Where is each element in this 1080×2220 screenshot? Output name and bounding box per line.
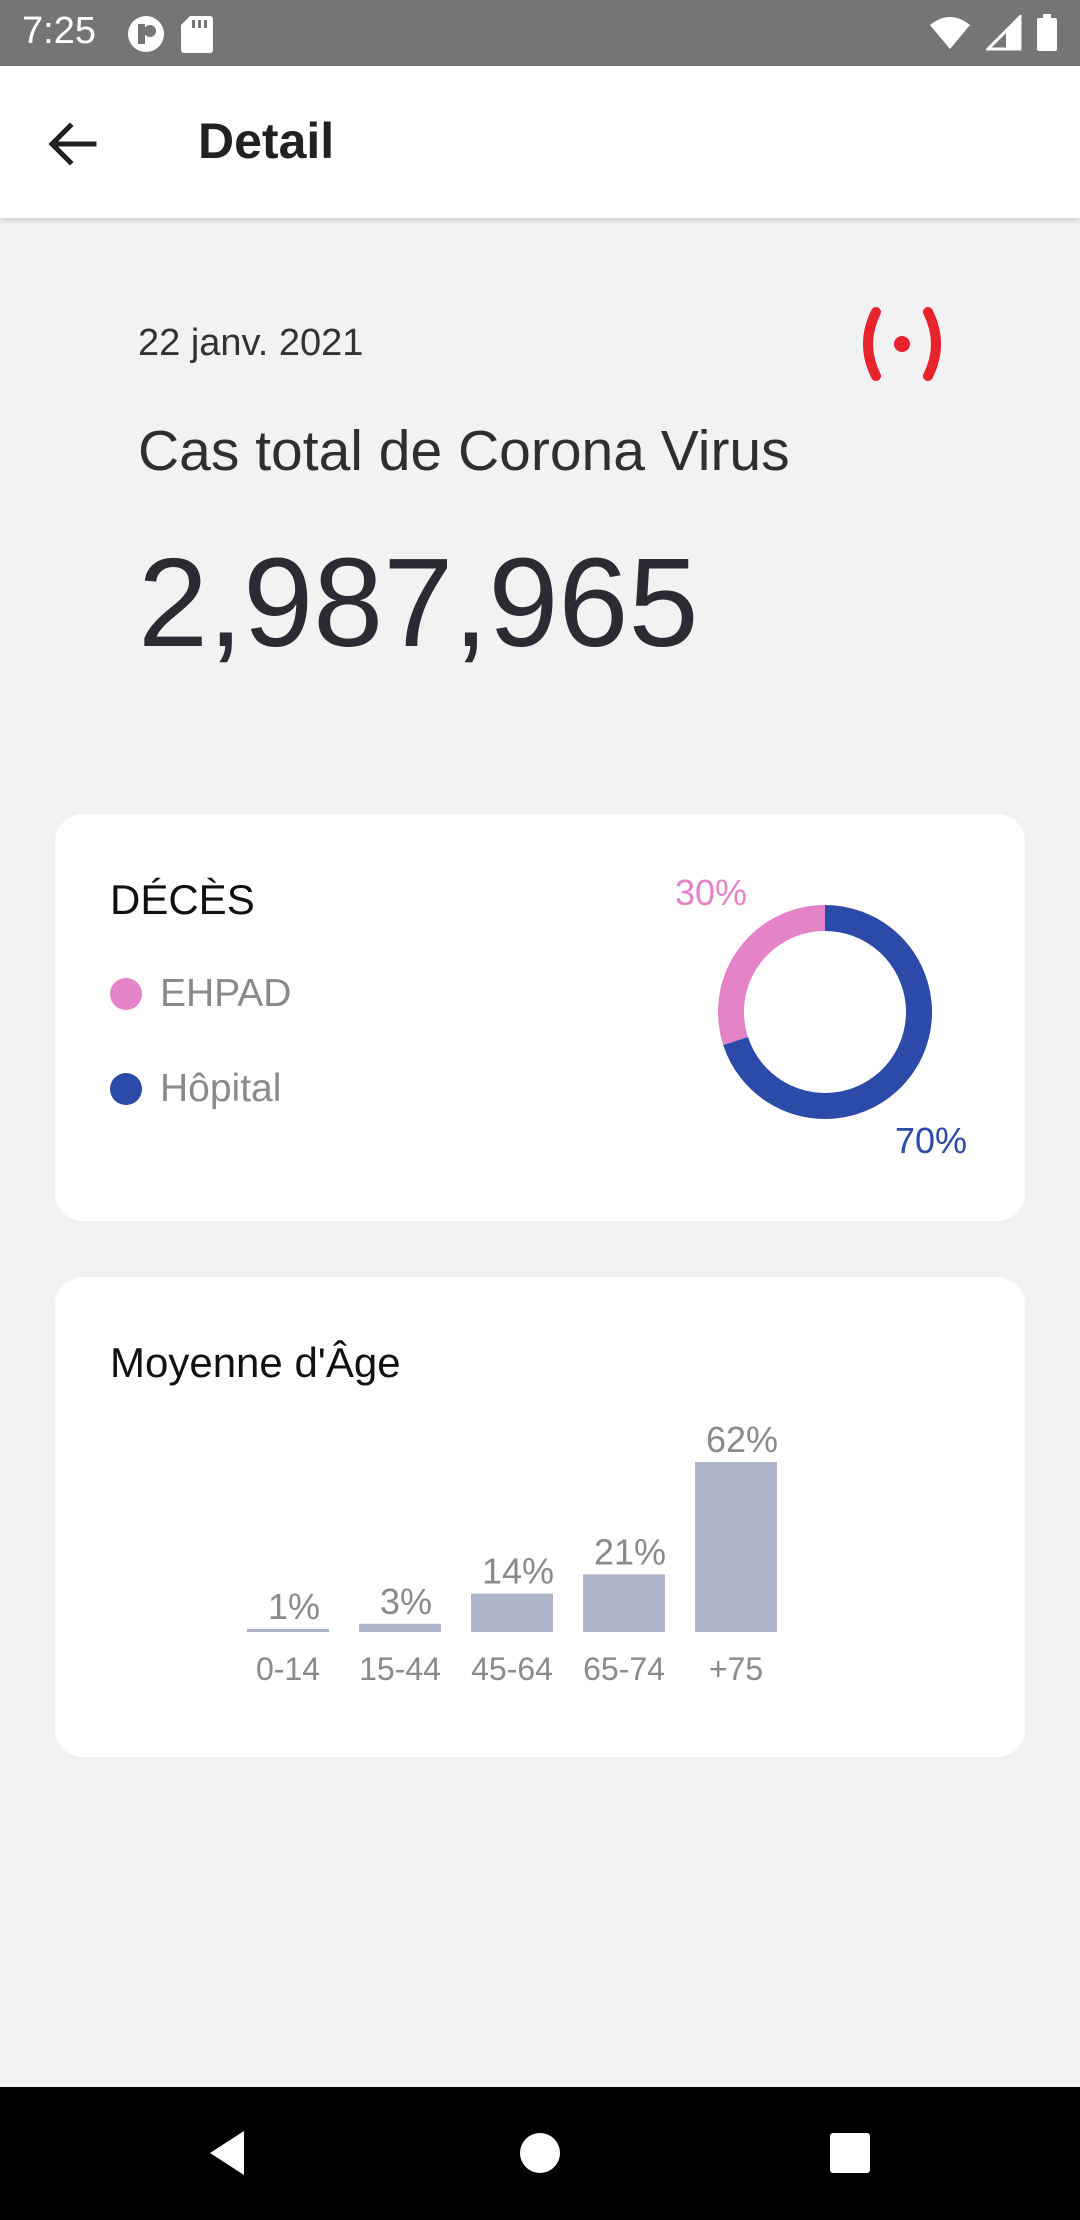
age-bar-value-label: 21%: [594, 1531, 666, 1572]
status-time: 7:25: [22, 10, 96, 52]
nav-home-icon: [520, 2133, 560, 2173]
age-bar-4: [695, 1462, 777, 1632]
nav-back-button[interactable]: [198, 2121, 262, 2185]
legend-dot-ehpad: [110, 978, 142, 1010]
app-bar: Detail: [0, 66, 1080, 218]
age-category-label: +75: [709, 1651, 763, 1687]
total-cases-value: 2,987,965: [138, 532, 699, 673]
donut-slice-hpital: [723, 905, 932, 1119]
summary-label: Cas total de Corona Virus: [138, 419, 790, 483]
battery-icon: [1037, 14, 1057, 51]
navigation-bar: [0, 2087, 1080, 2220]
nav-home-button[interactable]: [508, 2121, 572, 2185]
nav-recents-button[interactable]: [818, 2121, 882, 2185]
age-bar-chart: 1% 0-14 3% 15-44 14% 45-64 21% 65-74 62% +75: [247, 1419, 778, 1687]
deaths-donut-chart: [718, 905, 932, 1119]
status-system-icons: [928, 14, 1058, 52]
live-broadcast-icon: [863, 307, 941, 381]
donut-label-ehpad: 30%: [675, 872, 748, 913]
age-category-label: 15-44: [359, 1651, 441, 1687]
donut-label-hopital: 70%: [895, 1120, 968, 1161]
legend-label-ehpad: EHPAD: [160, 972, 292, 1015]
age-bar-value-label: 14%: [482, 1551, 554, 1592]
age-category-label: 65-74: [583, 1651, 665, 1687]
status-bar: 7:25: [0, 0, 1080, 66]
nav-recents-icon: [830, 2133, 870, 2173]
app-notification-icon: [128, 16, 164, 52]
nav-back-icon: [210, 2131, 244, 2175]
arrow-back-icon: [48, 122, 97, 166]
page-title: Detail: [198, 113, 335, 169]
back-button[interactable]: [40, 112, 104, 176]
deaths-card-title: DÉCÈS: [110, 876, 255, 923]
status-notification-icons: [126, 14, 214, 54]
age-bar-value-label: 62%: [706, 1419, 778, 1460]
age-bar-0: [247, 1629, 329, 1632]
legend-label-hopital: Hôpital: [160, 1067, 282, 1110]
age-bar-1: [359, 1623, 441, 1632]
donut-slice-ehpad: [718, 905, 826, 1046]
legend-item-hopital: Hôpital: [110, 1067, 281, 1111]
age-bar-3: [583, 1574, 665, 1632]
age-category-label: 45-64: [471, 1651, 553, 1687]
legend-item-ehpad: EHPAD: [110, 972, 291, 1016]
deaths-card: DÉCÈS EHPAD Hôpital 30% 70%: [55, 814, 1025, 1221]
age-bar-value-label: 3%: [380, 1581, 432, 1622]
wifi-icon: [930, 17, 970, 49]
age-bar-value-label: 1%: [268, 1586, 320, 1627]
sd-card-icon: [181, 16, 213, 53]
age-card-title: Moyenne d'Âge: [110, 1339, 401, 1386]
age-category-label: 0-14: [256, 1651, 320, 1687]
age-card: Moyenne d'Âge 1% 0-14 3% 15-44 14% 45-64 21% 65…: [55, 1277, 1025, 1757]
age-bar-2: [471, 1593, 553, 1632]
signal-icon: [986, 15, 1022, 51]
summary-date: 22 janv. 2021: [138, 322, 364, 364]
legend-dot-hopital: [110, 1073, 142, 1105]
